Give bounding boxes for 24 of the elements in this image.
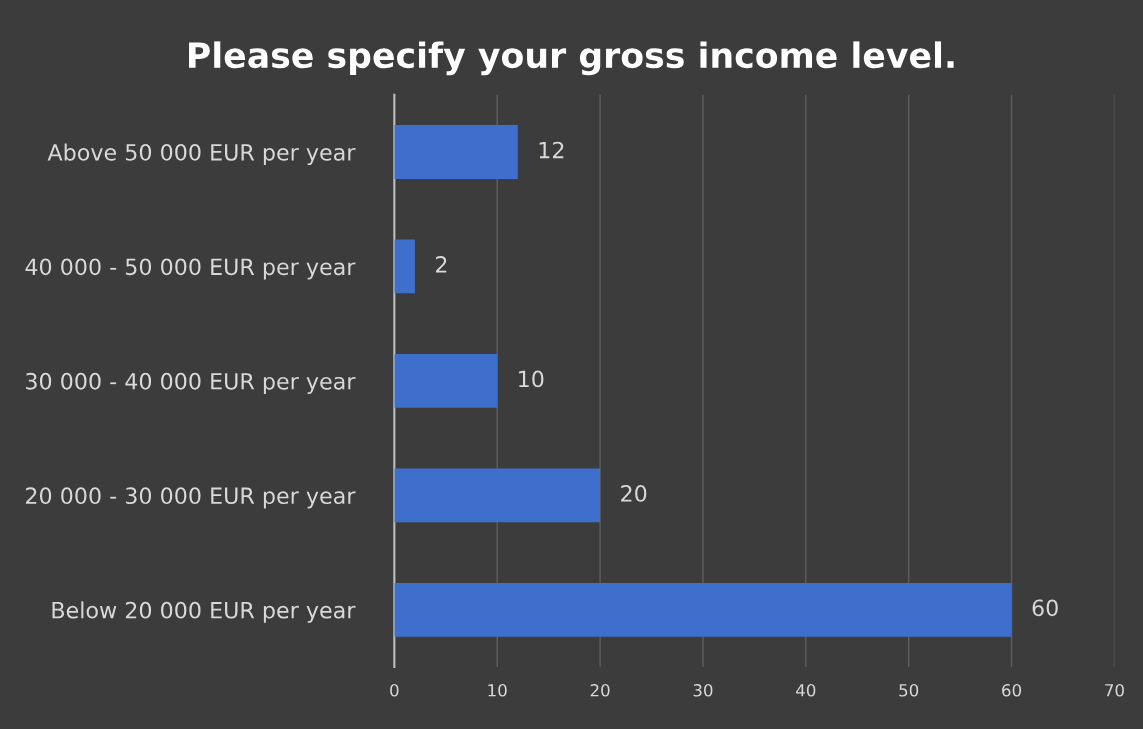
y-tick-label: 20 000 - 30 000 EUR per year bbox=[25, 487, 356, 509]
data-label: 20 bbox=[621, 484, 647, 502]
x-tick-label: 70 bbox=[1105, 684, 1124, 697]
y-tick-label: Above 50 000 EUR per year bbox=[47, 143, 356, 166]
y-tick-label: Below 20 000 EUR per year bbox=[52, 601, 356, 623]
data-label: 10 bbox=[519, 370, 544, 388]
x-tick-label: 40 bbox=[796, 684, 816, 697]
y-tick-label: 40 000 - 50 000 EUR per year bbox=[25, 258, 356, 280]
data-label: 12 bbox=[539, 141, 564, 159]
data-label: 2 bbox=[435, 256, 447, 273]
x-tick-label: 60 bbox=[1002, 684, 1022, 697]
y-tick-label: 30 000 - 40 000 EUR per year bbox=[26, 372, 356, 394]
bar bbox=[394, 239, 415, 294]
x-tick-label: 20 bbox=[590, 684, 610, 697]
x-tick-label: 30 bbox=[693, 684, 713, 697]
data-label: 60 bbox=[1032, 599, 1058, 617]
x-tick-label: 50 bbox=[899, 684, 919, 697]
bar bbox=[394, 354, 498, 408]
x-tick-label: 10 bbox=[488, 684, 507, 697]
bar bbox=[394, 125, 518, 179]
x-tick-label: 0 bbox=[390, 684, 399, 697]
bar bbox=[394, 582, 1012, 637]
chart-title: Please specify your gross income level. bbox=[189, 41, 954, 76]
bar bbox=[394, 468, 601, 523]
